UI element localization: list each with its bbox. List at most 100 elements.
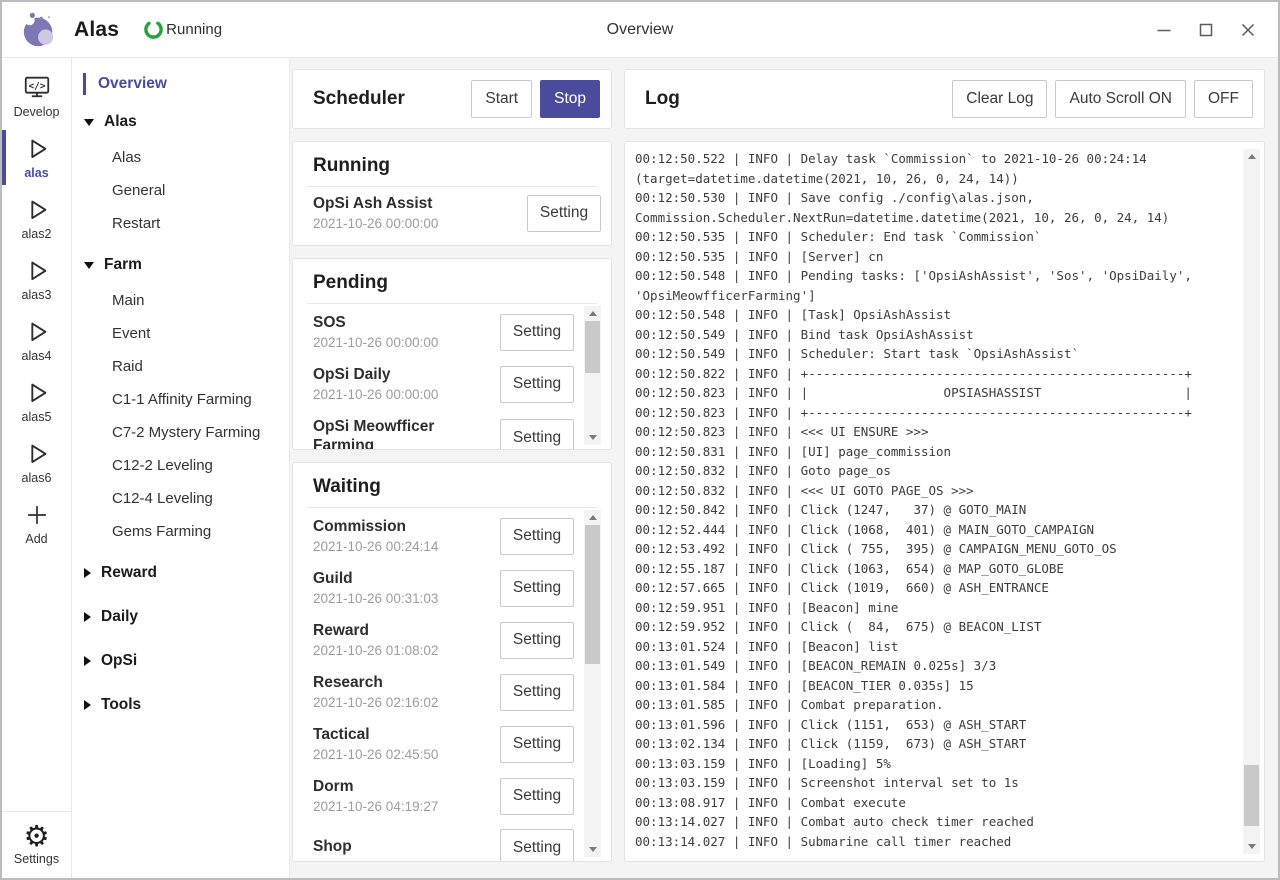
- nav-group-tools[interactable]: Tools: [72, 686, 289, 724]
- scrollbar-thumb[interactable]: [1244, 764, 1259, 826]
- rail-item-alas2[interactable]: alas2: [2, 188, 71, 249]
- scrollbar-track[interactable]: [584, 321, 601, 430]
- log-line: 00:12:50.823 | INFO | +-----------------…: [635, 404, 1192, 420]
- log-line: 00:12:52.444 | INFO | Click (1068, 401) …: [635, 521, 1095, 537]
- clear-log-button[interactable]: Clear Log: [952, 80, 1048, 118]
- log-scrollbar[interactable]: [1243, 149, 1260, 854]
- task-row: Tactical 2021-10-26 02:45:50 Setting: [293, 718, 584, 770]
- rail-item-label: alas3: [21, 288, 52, 302]
- log-line: 00:12:50.822 | INFO | +-----------------…: [635, 365, 1192, 381]
- group-arrow-icon: [84, 118, 94, 126]
- log-line: 00:12:50.831 | INFO | [UI] page_commissi…: [635, 443, 952, 459]
- group-arrow-icon: [84, 656, 91, 666]
- task-setting-button[interactable]: Setting: [500, 365, 574, 403]
- nav-group-alas[interactable]: Alas: [72, 103, 289, 141]
- rail-item-alas3[interactable]: alas3: [2, 249, 71, 310]
- rail-item-develop[interactable]: </> Develop: [2, 66, 71, 127]
- nav-item-c1-1-affinity-farming[interactable]: C1-1 Affinity Farming: [112, 391, 252, 408]
- group-arrow-icon: [84, 612, 91, 622]
- task-setting-button[interactable]: Setting: [527, 194, 601, 232]
- log-line: 00:12:50.823 | INFO | <<< UI ENSURE >>>: [635, 424, 929, 439]
- task-setting-button[interactable]: Setting: [500, 313, 574, 351]
- task-name: OpSi Ash Assist: [313, 195, 433, 212]
- task-setting-button[interactable]: Setting: [500, 725, 574, 763]
- rail-item-alas4[interactable]: alas4: [2, 310, 71, 371]
- rail-item-alas[interactable]: alas: [2, 127, 71, 188]
- nav-item-restart[interactable]: Restart: [112, 215, 161, 232]
- scroll-up-button[interactable]: [584, 306, 601, 321]
- log-line: 00:12:50.842 | INFO | Click (1247, 37) @…: [635, 502, 1027, 517]
- waiting-title: Waiting: [313, 476, 381, 497]
- nav-group-label: Farm: [104, 256, 142, 273]
- task-next-run-time: 2021-10-26 00:24:14: [313, 539, 439, 554]
- waiting-card: Waiting Commission 2021-10-26 00:24:14 S…: [292, 462, 612, 862]
- rail-item-label: alas: [24, 166, 49, 180]
- rail-item-alas5[interactable]: alas5: [2, 371, 71, 432]
- stop-button[interactable]: Stop: [540, 80, 600, 118]
- log-line: 00:13:01.596 | INFO | Click (1151, 653) …: [635, 716, 1027, 732]
- arrow-down-icon: [1247, 844, 1256, 849]
- log-line: 00:12:59.952 | INFO | Click ( 84, 675) @…: [635, 619, 1042, 634]
- rail-item-alas6[interactable]: alas6: [2, 432, 71, 493]
- log-line: 00:13:14.027 | INFO | Combat auto check …: [635, 814, 1034, 829]
- scrollbar-thumb[interactable]: [585, 321, 600, 374]
- nav-item-c12-4-leveling[interactable]: C12-4 Leveling: [112, 490, 213, 507]
- scheduler-title: Scheduler: [313, 88, 405, 109]
- log-line: 00:12:50.549 | INFO | Bind task OpsiAshA…: [635, 326, 974, 342]
- task-setting-button[interactable]: Setting: [500, 621, 574, 659]
- settings-button[interactable]: ⚙ Settings: [2, 811, 71, 878]
- nav-group-label: Reward: [101, 564, 157, 581]
- nav-item-gems-farming[interactable]: Gems Farming: [112, 523, 212, 540]
- close-button[interactable]: [1240, 22, 1256, 38]
- scrollbar-track[interactable]: [584, 525, 601, 842]
- task-setting-button[interactable]: Setting: [500, 673, 574, 711]
- scrollbar-thumb[interactable]: [585, 525, 600, 665]
- pending-scrollbar[interactable]: [584, 306, 601, 445]
- pending-title: Pending: [313, 272, 388, 293]
- task-next-run-time: 2021-10-26 02:16:02: [313, 695, 439, 710]
- task-next-run-time: 2021-10-26 02:45:50: [313, 747, 439, 762]
- nav-item-general[interactable]: General: [112, 182, 166, 199]
- waiting-scrollbar[interactable]: [584, 510, 601, 857]
- instance-rail: </> Develop alas alas2 alas3 al: [2, 58, 72, 878]
- auto-scroll-on-button[interactable]: Auto Scroll ON: [1055, 80, 1186, 118]
- nav-item-event[interactable]: Event: [112, 325, 151, 342]
- start-button[interactable]: Start: [471, 80, 533, 118]
- nav-group-farm[interactable]: Farm: [72, 246, 289, 284]
- task-setting-button[interactable]: Setting: [500, 569, 574, 607]
- nav-item-main[interactable]: Main: [112, 292, 145, 309]
- scroll-up-button[interactable]: [584, 510, 601, 525]
- minimize-button[interactable]: [1156, 22, 1172, 38]
- scroll-up-button[interactable]: [1243, 149, 1260, 164]
- nav-item-overview[interactable]: Overview: [72, 71, 289, 97]
- task-info: Guild 2021-10-26 00:31:03: [313, 569, 500, 607]
- task-setting-button[interactable]: Setting: [500, 419, 574, 449]
- nav-item-c12-2-leveling[interactable]: C12-2 Leveling: [112, 457, 213, 474]
- task-name: Guild: [313, 570, 353, 587]
- nav-item-raid[interactable]: Raid: [112, 358, 143, 375]
- task-info: OpSi Meowfficer Farming: [313, 417, 500, 449]
- maximize-button[interactable]: [1198, 22, 1214, 38]
- scroll-down-button[interactable]: [584, 430, 601, 445]
- task-setting-button[interactable]: Setting: [500, 517, 574, 555]
- nav-group-daily[interactable]: Daily: [72, 598, 289, 636]
- play-icon: [30, 444, 46, 464]
- auto-scroll-off-button[interactable]: OFF: [1194, 80, 1253, 118]
- nav-item-alas[interactable]: Alas: [112, 149, 142, 166]
- scrollbar-track[interactable]: [1243, 164, 1260, 839]
- task-setting-button[interactable]: Setting: [500, 777, 574, 815]
- task-name: SOS: [313, 314, 346, 331]
- nav-item-c7-2-mystery-farming[interactable]: C7-2 Mystery Farming: [112, 424, 261, 441]
- scroll-down-button[interactable]: [584, 842, 601, 857]
- task-next-run-time: 2021-10-26 00:31:03: [313, 591, 439, 606]
- task-setting-button[interactable]: Setting: [500, 829, 574, 861]
- task-info: OpSi Daily 2021-10-26 00:00:00: [313, 365, 500, 403]
- scroll-down-button[interactable]: [1243, 839, 1260, 854]
- nav-group-opsi[interactable]: OpSi: [72, 642, 289, 680]
- nav-group-reward[interactable]: Reward: [72, 554, 289, 592]
- log-line: 00:13:01.584 | INFO | [BEACON_TIER 0.035…: [635, 677, 974, 693]
- log-line: 00:13:08.917 | INFO | Combat execute: [635, 794, 906, 810]
- running-list: OpSi Ash Assist 2021-10-26 00:00:00 Sett…: [293, 187, 611, 239]
- rail-item-label: alas6: [21, 471, 52, 485]
- rail-item-add[interactable]: Add: [2, 493, 71, 554]
